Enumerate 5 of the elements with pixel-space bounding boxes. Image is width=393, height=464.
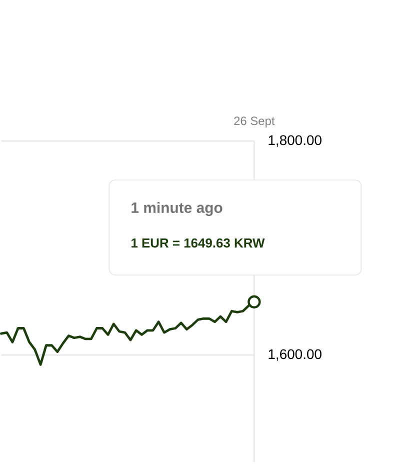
y-tick-label: 1,800.00 xyxy=(268,135,322,147)
annotation: 1 minute ago xyxy=(132,202,222,216)
annotation: 1 EUR = 1649.63 KRW xyxy=(131,238,265,248)
text: 26 Sept xyxy=(234,116,275,128)
y-tick-label: 1,600.00 xyxy=(268,349,322,361)
